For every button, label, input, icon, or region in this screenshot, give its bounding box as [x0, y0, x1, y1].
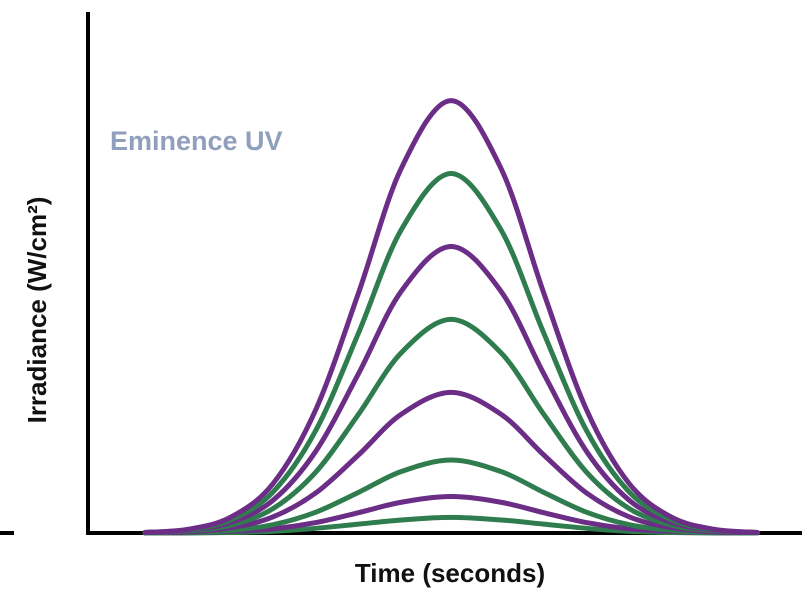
x-axis-label: Time (seconds) [355, 558, 545, 588]
series-line [142, 316, 760, 535]
series-line [142, 389, 760, 535]
series-line [142, 98, 760, 535]
series-line [142, 457, 760, 536]
series-line [142, 171, 760, 535]
annotation: Eminence UV [110, 126, 283, 156]
y-axis-label: Irradiance (W/cm²) [22, 197, 52, 424]
series-line [142, 243, 760, 535]
